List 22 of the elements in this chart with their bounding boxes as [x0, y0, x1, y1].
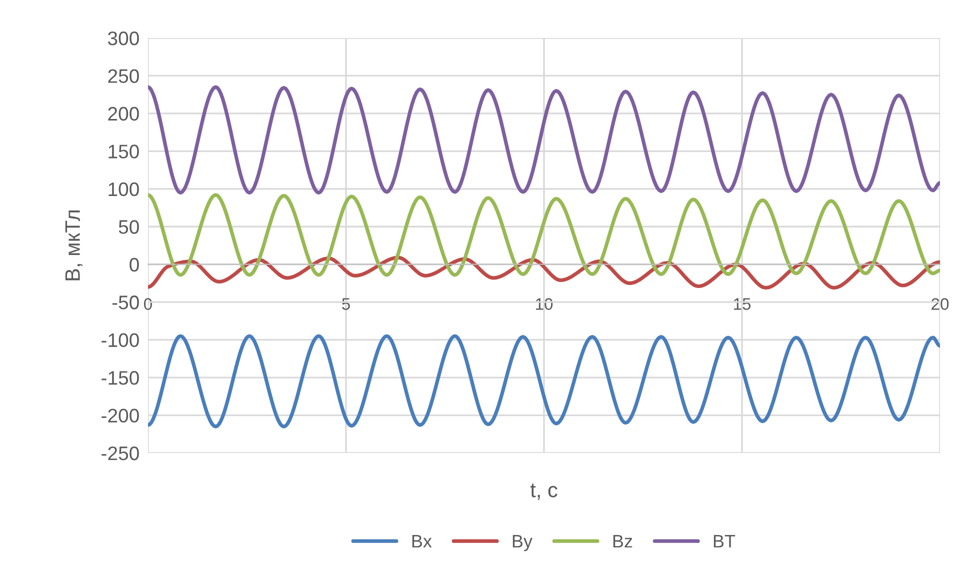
y-tick-label: -100 [102, 333, 139, 348]
legend-label: Bz [613, 535, 632, 548]
y-tick-label: -50 [112, 296, 139, 310]
y-tick-label: 0 [130, 258, 139, 272]
y-tick-label: -150 [102, 371, 139, 385]
legend-label: Bx [412, 535, 432, 548]
x-tick-label: 0 [144, 298, 152, 310]
y-tick-label: 250 [108, 69, 139, 83]
y-axis-title: B, мкТл [65, 210, 82, 280]
y-tick-label: 50 [118, 220, 139, 234]
x-tick-label: 5 [342, 298, 350, 310]
legend-label: BT [714, 535, 736, 548]
y-tick-label: 300 [108, 31, 139, 46]
y-tick-label: 150 [108, 144, 139, 158]
x-tick-label: 15 [734, 298, 751, 310]
legend-label: By [512, 535, 532, 552]
x-axis-title: t, с [530, 484, 558, 500]
x-tick-label: 20 [932, 298, 949, 310]
y-tick-label: 200 [108, 106, 139, 121]
y-tick-label: -200 [102, 408, 139, 423]
y-tick-label: -250 [102, 446, 139, 460]
y-tick-label: 100 [108, 182, 139, 196]
